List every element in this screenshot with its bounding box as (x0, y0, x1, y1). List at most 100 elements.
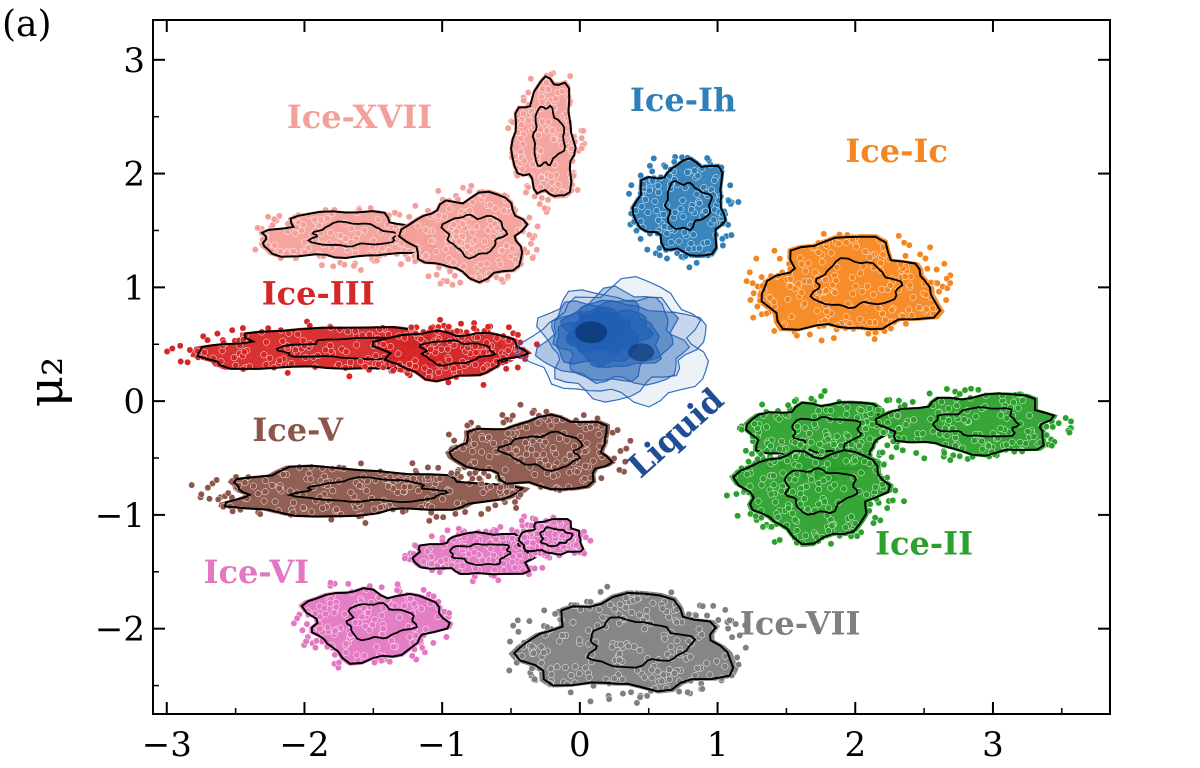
data-point (758, 401, 766, 408)
data-point (997, 425, 1004, 432)
data-point (580, 528, 588, 536)
data-point (547, 172, 555, 180)
density-contour-inner (932, 406, 1021, 438)
data-point (824, 435, 832, 443)
data-point (595, 606, 603, 614)
data-point (302, 637, 310, 645)
data-point (497, 483, 505, 491)
data-point (654, 667, 662, 675)
data-point (373, 257, 381, 265)
density-contour-inner (586, 616, 697, 669)
data-point (842, 523, 850, 531)
data-point (757, 450, 765, 458)
data-point (504, 124, 512, 132)
data-point (256, 510, 264, 518)
data-point (453, 327, 461, 335)
data-point (329, 487, 337, 495)
data-point (648, 674, 656, 682)
data-point (486, 217, 494, 225)
data-point (177, 358, 185, 365)
data-point (361, 226, 369, 234)
data-point (1002, 441, 1010, 449)
data-point (509, 622, 517, 630)
data-point (653, 207, 661, 215)
data-point (644, 209, 652, 216)
data-point (736, 631, 744, 639)
data-point (241, 479, 249, 487)
data-point (661, 163, 669, 171)
data-point (361, 363, 369, 370)
data-point (516, 491, 524, 498)
data-point (823, 307, 831, 315)
data-point (946, 456, 954, 464)
data-point (471, 236, 479, 244)
data-point (213, 330, 221, 338)
data-point (320, 604, 328, 612)
data-point (943, 284, 951, 292)
data-point (627, 688, 635, 696)
data-point (856, 315, 864, 323)
data-point (1062, 414, 1070, 422)
data-point (531, 471, 539, 479)
density-contour-inner (440, 213, 509, 260)
data-point (538, 98, 546, 106)
data-point (766, 294, 774, 302)
data-point (404, 255, 412, 263)
data-point (751, 420, 759, 428)
data-point (625, 190, 633, 198)
data-point (484, 505, 492, 513)
data-point (527, 75, 535, 83)
data-point (527, 445, 535, 453)
data-point (425, 517, 433, 525)
data-point (778, 438, 786, 445)
data-point (301, 238, 309, 246)
data-point (261, 488, 269, 496)
data-point (831, 481, 839, 489)
data-point (504, 346, 512, 354)
data-point (1014, 404, 1022, 412)
data-point (380, 625, 387, 633)
data-point (815, 407, 823, 415)
data-point (741, 621, 749, 629)
data-point (377, 657, 385, 665)
data-point (395, 613, 403, 621)
data-point (899, 446, 907, 454)
data-point (581, 462, 589, 470)
data-point (655, 189, 663, 196)
data-point (728, 633, 736, 641)
data-point (1048, 442, 1056, 450)
data-point (825, 527, 832, 535)
data-point (866, 435, 874, 443)
data-point (543, 127, 551, 135)
density-contour-outer (411, 530, 537, 576)
data-point (541, 456, 549, 464)
data-point (472, 349, 480, 356)
data-point (797, 490, 805, 498)
data-point (811, 268, 819, 276)
data-point (726, 616, 733, 624)
data-point (218, 347, 226, 355)
data-point (880, 428, 888, 436)
data-point (624, 642, 632, 650)
data-point (851, 520, 859, 527)
data-point (517, 401, 524, 409)
data-point (648, 666, 656, 674)
data-point (734, 512, 742, 520)
data-point (902, 252, 909, 260)
data-point (290, 499, 297, 507)
data-point (685, 610, 693, 618)
data-point (817, 392, 825, 400)
data-point (449, 258, 457, 266)
data-point (228, 326, 236, 334)
data-point (654, 182, 662, 190)
data-point (551, 161, 559, 169)
data-layer (163, 69, 1075, 707)
data-point (912, 449, 920, 457)
data-point (544, 462, 552, 470)
data-point (645, 186, 653, 194)
data-point (534, 419, 542, 427)
data-point (283, 249, 291, 257)
data-point (353, 651, 361, 659)
data-point (804, 505, 812, 513)
data-point (471, 361, 479, 369)
